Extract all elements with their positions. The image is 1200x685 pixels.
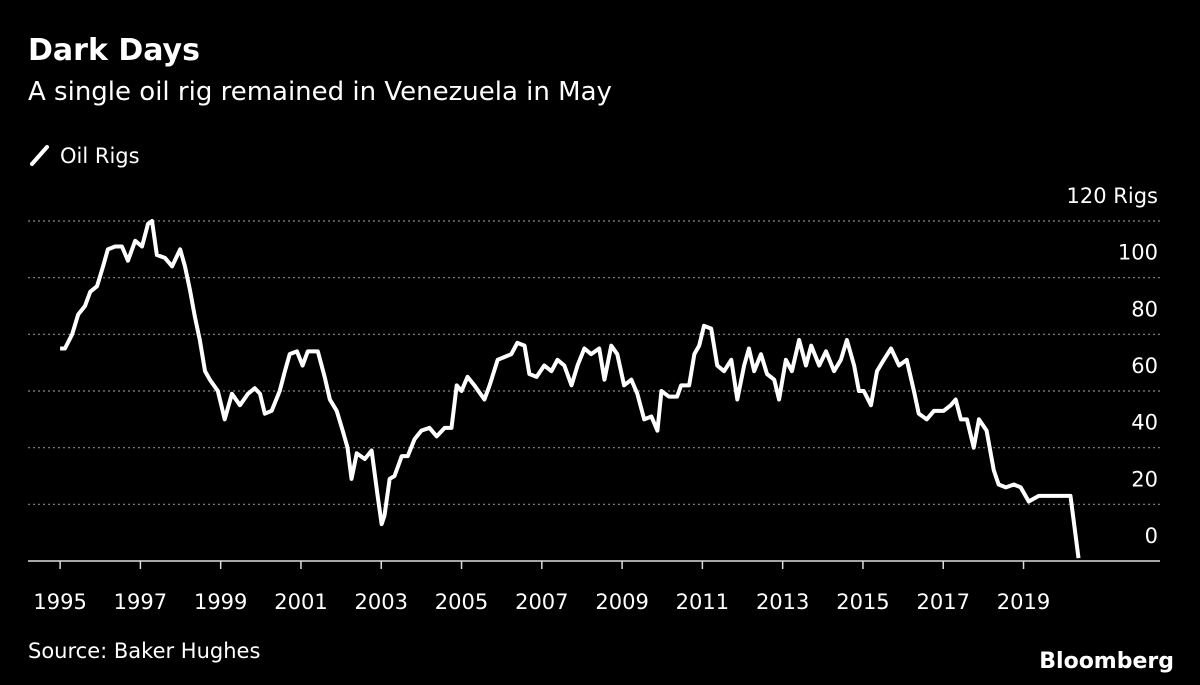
data-line	[60, 219, 1081, 559]
legend-label: Oil Rigs	[60, 144, 140, 168]
y-tick-label: 100	[1118, 241, 1158, 265]
x-tick-label: 2019	[997, 590, 1050, 614]
x-tick-label: 1999	[194, 590, 247, 614]
x-tick-label: 2003	[355, 590, 408, 614]
x-tick-label: 1997	[114, 590, 167, 614]
x-tick-label: 2011	[676, 590, 729, 614]
x-tick-label: 2005	[435, 590, 488, 614]
x-tick-label: 2015	[836, 590, 889, 614]
legend-swatch	[30, 145, 49, 166]
y-tick-label: 0	[1145, 524, 1158, 548]
x-tick-label: 1995	[33, 590, 86, 614]
chart-subtitle: A single oil rig remained in Venezuela i…	[28, 77, 612, 107]
y-tick-label: 40	[1131, 411, 1158, 435]
chart-title: Dark Days	[28, 33, 200, 68]
x-tick-label: 2007	[515, 590, 568, 614]
x-tick-label: 2001	[274, 590, 327, 614]
x-tick-label: 2017	[917, 590, 970, 614]
y-tick-label: 80	[1131, 297, 1158, 321]
y-tick-label: 120 Rigs	[1067, 184, 1158, 208]
y-tick-label: 60	[1131, 354, 1158, 378]
y-tick-label: 20	[1131, 467, 1158, 491]
x-tick-label: 2009	[595, 590, 648, 614]
source: Source: Baker Hughes	[28, 639, 260, 663]
x-tick-label: 2013	[756, 590, 809, 614]
brand: Bloomberg	[1039, 649, 1174, 674]
